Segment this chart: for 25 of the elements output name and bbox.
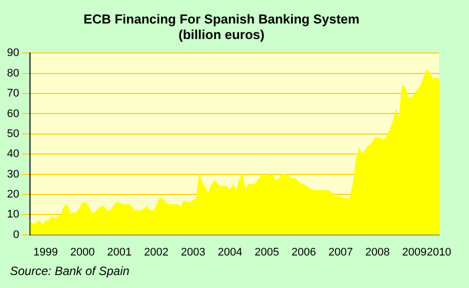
y-tick-label: 40 — [6, 148, 20, 160]
x-tick-label: 2010 — [426, 246, 452, 258]
y-tick-label: 20 — [6, 188, 20, 200]
x-tick-label: 1999 — [33, 246, 58, 258]
x-tick-label: 2001 — [107, 246, 132, 258]
x-tick-label: 2003 — [180, 246, 206, 258]
x-tick-label: 2006 — [292, 246, 316, 258]
y-tick-label: 60 — [6, 108, 20, 120]
chart-title: ECB Financing For Spanish Banking System — [84, 11, 360, 26]
x-tick-label: 2004 — [218, 246, 242, 258]
x-tick-label: 2000 — [70, 246, 95, 258]
x-tick-label: 2008 — [365, 246, 390, 258]
chart-subtitle: (billion euros) — [178, 26, 264, 42]
y-tick-label: 30 — [6, 168, 20, 180]
x-tick-label: 2009 — [402, 246, 427, 258]
x-tick-label: 2002 — [144, 246, 168, 258]
y-tick-label: 70 — [6, 88, 20, 100]
y-tick-label: 90 — [6, 47, 20, 60]
x-tick-label: 2007 — [328, 246, 353, 258]
x-tick-label: 2005 — [254, 246, 280, 258]
source-note: Source: Bank of Spain — [10, 264, 130, 278]
y-tick-label: 80 — [6, 67, 20, 80]
y-tick-label: 50 — [6, 128, 20, 140]
y-tick-label: 10 — [6, 208, 20, 221]
y-tick-label: 0 — [13, 228, 20, 241]
